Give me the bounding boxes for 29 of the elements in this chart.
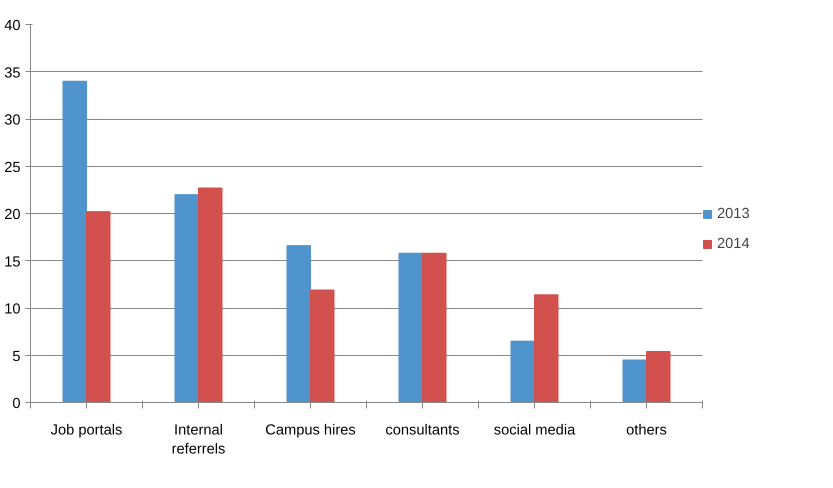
y-tick-label: 20 — [4, 207, 21, 223]
x-tick-label: Internal referrels — [172, 422, 226, 458]
y-tick-label: 5 — [12, 348, 21, 365]
bar — [398, 252, 423, 402]
bar — [534, 294, 559, 402]
legend-label: 2014 — [717, 236, 750, 252]
bar — [310, 290, 335, 402]
bar — [62, 80, 87, 402]
bar — [286, 245, 311, 402]
legend-label: 2013 — [717, 206, 750, 222]
x-tick-label: consultants — [385, 422, 460, 438]
x-tick-label: Campus hires — [265, 422, 356, 438]
y-tick-label: 30 — [4, 112, 21, 128]
x-tick-label: social media — [494, 422, 576, 438]
y-tick-label: 0 — [12, 396, 21, 412]
y-tick-label: 15 — [4, 254, 21, 270]
bar — [646, 350, 671, 402]
y-tick-label: 35 — [4, 65, 21, 82]
y-tick-label: 40 — [4, 18, 21, 34]
bar — [422, 252, 447, 402]
bar — [198, 187, 223, 402]
bar — [174, 194, 199, 402]
bar — [510, 340, 535, 402]
bar — [622, 359, 647, 402]
x-tick-label: others — [626, 422, 667, 438]
bar — [86, 211, 111, 402]
y-tick-label: 10 — [4, 302, 21, 318]
y-tick-label: 25 — [4, 160, 21, 176]
x-tick-label: Job portals — [50, 422, 122, 438]
